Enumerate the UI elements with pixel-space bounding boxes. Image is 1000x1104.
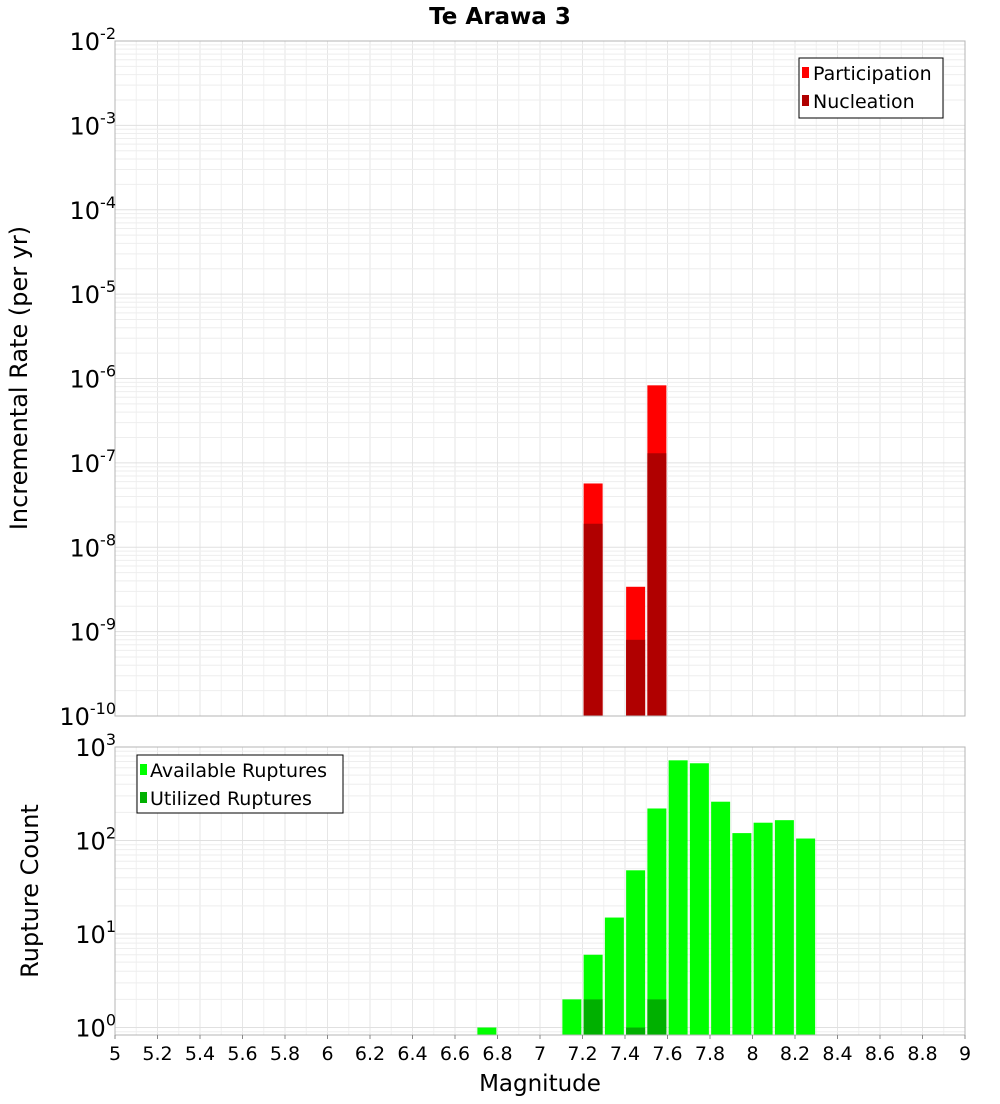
bottom-bar-utilized-ruptures-7.45 <box>626 1027 646 1035</box>
top-legend-box <box>798 57 944 119</box>
bottom-bar-available-ruptures-7.75 <box>689 763 709 1035</box>
top-legend: Participation Nucleation <box>798 57 944 119</box>
x-tick-label: 8 <box>746 1043 758 1065</box>
y-tick-label: 10-9 <box>70 615 117 647</box>
top-bars <box>583 385 667 716</box>
top-bar-nucleation-7.25 <box>583 523 603 716</box>
y-tick-label: 10-6 <box>70 362 117 394</box>
top-plot: 10-10 10-9 10-8 10-7 10-6 10-5 10-4 10-3 10-2 In… <box>5 24 966 731</box>
bottom-bar-available-ruptures-7.15 <box>562 999 582 1035</box>
y-tick-label: 101 <box>75 917 116 949</box>
bottom-bar-available-ruptures-7.45 <box>626 870 646 1035</box>
top-grid <box>114 41 966 717</box>
top-bar-nucleation-7.55 <box>647 453 667 716</box>
chart-title: Te Arawa 3 <box>429 4 571 30</box>
y-tick-label: 10-3 <box>70 108 117 140</box>
bottom-bar-available-ruptures-7.55 <box>647 808 667 1035</box>
x-tick-label: 8.2 <box>780 1043 810 1065</box>
top-plot-frame <box>114 40 966 717</box>
bottom-bar-available-ruptures-6.75 <box>477 1027 497 1035</box>
y-tick-label: 10-2 <box>70 24 117 56</box>
legend-label-participation: Participation <box>813 63 932 85</box>
x-tick-label: 8.6 <box>865 1043 895 1065</box>
legend-swatch-nucleation <box>802 95 809 106</box>
legend-label-available-ruptures: Available Ruptures <box>150 760 327 782</box>
bottom-legend-box <box>136 754 344 814</box>
bottom-bar-utilized-ruptures-7.55 <box>647 999 667 1035</box>
x-tick-label: 6.8 <box>482 1043 512 1065</box>
top-bar-nucleation-7.45 <box>626 639 646 716</box>
bottom-bar-available-ruptures-8.15 <box>774 820 794 1035</box>
bottom-bars <box>477 760 816 1035</box>
y-tick-label: 10-8 <box>70 530 117 562</box>
bottom-bar-available-ruptures-8.05 <box>753 822 773 1035</box>
legend-swatch-utilized-ruptures <box>140 792 147 803</box>
x-tick-label: 6 <box>321 1043 333 1065</box>
x-tick-label: 7.2 <box>567 1043 597 1065</box>
y-tick-label: 102 <box>75 824 116 856</box>
bottom-plot: 100 101 102 103 Rupture Count Available Rup… <box>16 730 966 1043</box>
bottom-bar-available-ruptures-8.25 <box>796 838 816 1035</box>
x-tick-labels: 5 5.2 5.4 5.6 5.8 6 6.2 6.4 6.6 6.8 7 7.2 7.4 7.6 7.8 8… <box>109 1035 971 1065</box>
bottom-bar-available-ruptures-7.35 <box>604 917 624 1035</box>
x-tick-label: 7 <box>534 1043 546 1065</box>
legend-label-nucleation: Nucleation <box>813 91 915 113</box>
bottom-bar-utilized-ruptures-7.25 <box>583 999 603 1035</box>
x-tick-label: 6.6 <box>440 1043 470 1065</box>
bottom-y-axis-label: Rupture Count <box>16 804 44 978</box>
x-tick-label: 7.4 <box>610 1043 640 1065</box>
x-tick-label: 5.6 <box>227 1043 257 1065</box>
bottom-bar-available-ruptures-7.65 <box>668 760 688 1035</box>
top-y-tick-labels: 10-10 10-9 10-8 10-7 10-6 10-5 10-4 10-3 10-2 <box>59 24 116 731</box>
x-tick-label: 6.4 <box>397 1043 427 1065</box>
y-tick-label: 100 <box>75 1011 116 1043</box>
bottom-legend: Available Ruptures Utilized Ruptures <box>136 754 344 814</box>
x-tick-label: 9 <box>959 1043 971 1065</box>
y-tick-label: 10-10 <box>59 699 116 731</box>
legend-swatch-available-ruptures <box>140 764 147 775</box>
x-tick-label: 5.4 <box>185 1043 215 1065</box>
y-tick-label: 10-5 <box>70 277 117 309</box>
bottom-y-tick-labels: 100 101 102 103 <box>75 730 116 1043</box>
x-tick-label: 7.8 <box>695 1043 725 1065</box>
bottom-bar-available-ruptures-7.95 <box>732 833 752 1035</box>
x-tick-label: 8.4 <box>822 1043 852 1065</box>
x-tick-label: 5.8 <box>270 1043 300 1065</box>
y-tick-label: 103 <box>75 730 116 762</box>
x-axis-label: Magnitude <box>479 1071 601 1097</box>
legend-swatch-participation <box>802 67 809 78</box>
x-tick-label: 7.6 <box>652 1043 682 1065</box>
bottom-bar-available-ruptures-7.85 <box>711 801 731 1035</box>
y-tick-label: 10-7 <box>70 446 117 478</box>
legend-label-utilized-ruptures: Utilized Ruptures <box>150 788 312 810</box>
y-tick-label: 10-4 <box>70 193 117 225</box>
x-tick-label: 5 <box>109 1043 121 1065</box>
x-tick-label: 5.2 <box>142 1043 172 1065</box>
x-tick-label: 6.2 <box>355 1043 385 1065</box>
x-tick-label: 8.8 <box>907 1043 937 1065</box>
top-y-axis-label: Incremental Rate (per yr) <box>5 226 33 530</box>
